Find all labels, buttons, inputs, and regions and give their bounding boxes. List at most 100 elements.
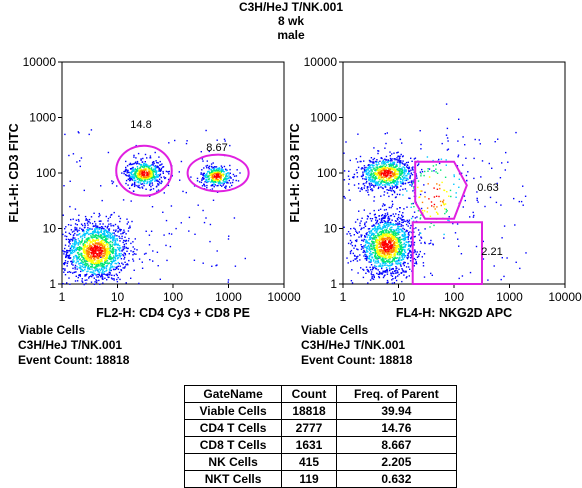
event-dot bbox=[397, 263, 399, 265]
event-dot bbox=[369, 176, 372, 179]
event-dot bbox=[515, 131, 517, 134]
event-dot bbox=[522, 204, 524, 206]
event-dot bbox=[382, 168, 385, 170]
event-dot bbox=[84, 264, 86, 266]
event-dot bbox=[134, 171, 136, 173]
event-dot bbox=[474, 138, 476, 141]
event-dot bbox=[396, 193, 399, 196]
event-dot bbox=[106, 273, 109, 275]
event-dot bbox=[392, 163, 394, 165]
event-dot bbox=[201, 169, 203, 171]
event-dot bbox=[349, 199, 351, 201]
event-dot bbox=[122, 248, 124, 250]
event-dot bbox=[371, 218, 374, 220]
event-dot bbox=[120, 269, 122, 271]
event-dot bbox=[376, 262, 378, 264]
event-dot bbox=[401, 235, 404, 237]
event-dot bbox=[413, 236, 415, 238]
event-dot bbox=[387, 178, 389, 181]
event-dot bbox=[391, 171, 393, 173]
event-dot bbox=[397, 222, 399, 224]
event-dot bbox=[106, 227, 108, 229]
event-dot bbox=[208, 150, 210, 153]
event-dot bbox=[404, 167, 406, 169]
event-dot bbox=[68, 232, 70, 234]
event-dot bbox=[88, 221, 90, 223]
event-dot bbox=[139, 172, 141, 174]
event-dot bbox=[424, 191, 426, 194]
event-dot bbox=[473, 177, 475, 180]
event-dot bbox=[149, 183, 151, 185]
event-dot bbox=[82, 269, 85, 272]
event-dot bbox=[72, 237, 74, 240]
event-dot bbox=[398, 167, 400, 169]
event-dot bbox=[376, 227, 379, 229]
event-dot bbox=[93, 236, 96, 238]
event-dot bbox=[394, 168, 396, 170]
event-dot bbox=[404, 169, 406, 172]
event-dot bbox=[423, 184, 425, 186]
event-dot bbox=[445, 134, 448, 136]
event-dot bbox=[412, 190, 414, 192]
event-dot bbox=[369, 252, 371, 255]
event-dot bbox=[85, 264, 88, 267]
event-dot bbox=[396, 181, 398, 183]
event-dot bbox=[104, 225, 106, 228]
event-dot bbox=[426, 156, 429, 158]
event-dot bbox=[125, 247, 127, 249]
event-dot bbox=[400, 265, 402, 267]
event-dot bbox=[80, 268, 83, 271]
event-dot bbox=[149, 169, 151, 171]
event-dot bbox=[82, 235, 84, 237]
event-dot bbox=[391, 167, 393, 170]
event-dot bbox=[94, 231, 96, 234]
event-dot bbox=[170, 233, 173, 235]
event-dot bbox=[65, 231, 67, 233]
event-dot bbox=[118, 271, 121, 274]
event-dot bbox=[134, 162, 137, 164]
event-dot bbox=[208, 176, 210, 178]
event-dot bbox=[97, 265, 99, 268]
event-dot bbox=[210, 174, 212, 177]
event-dot bbox=[70, 238, 72, 241]
event-dot bbox=[460, 253, 463, 255]
event-dot bbox=[154, 180, 156, 182]
event-dot bbox=[374, 226, 376, 228]
event-dot bbox=[87, 250, 89, 252]
event-dot bbox=[117, 227, 119, 230]
event-dot bbox=[133, 156, 135, 158]
event-dot bbox=[388, 177, 390, 179]
event-dot bbox=[92, 270, 94, 272]
event-dot bbox=[422, 212, 424, 214]
event-dot bbox=[354, 239, 357, 242]
event-dot bbox=[219, 177, 221, 179]
plot-title-line2: 8 wk bbox=[277, 14, 304, 28]
y-tick-label: 10 bbox=[43, 222, 57, 236]
event-dot bbox=[445, 103, 448, 105]
event-dot bbox=[422, 265, 425, 267]
event-dot bbox=[396, 185, 398, 188]
event-dot bbox=[390, 158, 392, 160]
event-dot bbox=[360, 160, 362, 163]
event-dot bbox=[347, 175, 350, 177]
event-dot bbox=[366, 173, 368, 175]
event-dot bbox=[119, 228, 121, 230]
event-dot bbox=[396, 252, 399, 254]
event-dot bbox=[389, 264, 392, 266]
event-dot bbox=[97, 259, 99, 261]
event-dot bbox=[357, 187, 360, 189]
event-dot bbox=[109, 268, 111, 270]
event-dot bbox=[369, 236, 371, 238]
event-dot bbox=[100, 265, 103, 267]
event-dot bbox=[396, 208, 398, 210]
event-dot bbox=[364, 222, 366, 224]
event-dot bbox=[368, 159, 371, 162]
event-dot bbox=[95, 226, 97, 228]
event-dot bbox=[395, 266, 397, 268]
event-dot bbox=[454, 232, 457, 234]
event-dot bbox=[157, 189, 160, 191]
event-dot bbox=[365, 249, 368, 252]
event-dot bbox=[381, 246, 383, 248]
event-dot bbox=[408, 220, 410, 223]
x-tick-label: 100 bbox=[444, 290, 464, 304]
